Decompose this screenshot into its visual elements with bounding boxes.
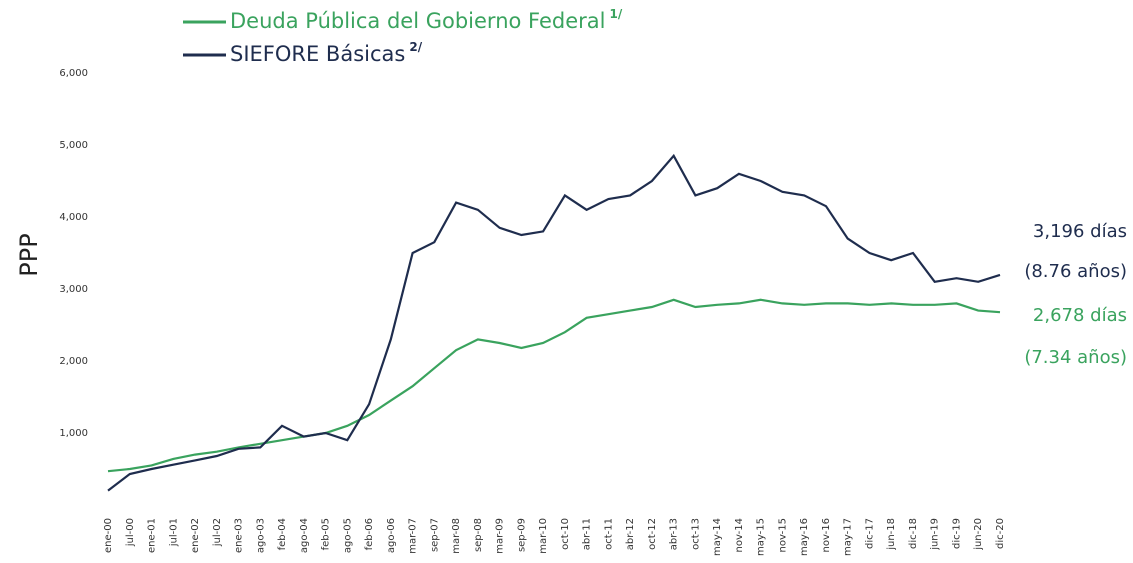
series-line (107, 153, 1001, 492)
x-tick-label: dic-20 (995, 518, 1006, 549)
x-tick-label: ene-00 (103, 518, 114, 553)
x-tick-label: abr-12 (625, 518, 636, 550)
legend-name: SIEFORE Básicas (230, 42, 405, 66)
x-tick-label: sep-09 (516, 518, 527, 552)
x-tick-label: sep-08 (473, 518, 484, 552)
y-tick-label: 6,000 (59, 68, 88, 79)
x-tick-label: mar-10 (538, 518, 549, 554)
x-tick-label: jul-02 (212, 518, 223, 547)
x-tick-label: may-14 (712, 518, 723, 556)
x-tick-label: ene-02 (190, 518, 201, 553)
x-tick-label: may-15 (756, 518, 767, 556)
x-tick-label: oct-10 (560, 518, 571, 550)
y-tick-label: 2,000 (59, 356, 88, 367)
x-tick-label: ago-06 (386, 518, 397, 553)
x-tick-label: feb-06 (364, 518, 375, 550)
x-tick-label: jul-00 (125, 518, 136, 547)
x-tick-label: ago-03 (255, 518, 266, 553)
x-tick-label: nov-16 (821, 518, 832, 552)
x-tick-label: oct-12 (647, 518, 658, 550)
x-tick-label: dic-17 (864, 518, 875, 549)
legend-name: Deuda Pública del Gobierno Federal (230, 9, 605, 33)
x-tick-label: oct-11 (603, 518, 614, 550)
series-line (107, 298, 1001, 473)
x-tick-label: jun-19 (930, 518, 941, 551)
x-tick-label: feb-05 (321, 518, 332, 550)
x-tick-label: feb-04 (277, 518, 288, 550)
legend-label: SIEFORE Básicas 2/ (230, 40, 423, 67)
x-tick-label: ene-01 (147, 518, 158, 553)
y-axis-label: PPP (15, 233, 43, 276)
x-tick-label: ene-03 (234, 518, 245, 553)
y-tick-label: 5,000 (59, 140, 88, 151)
annotation: (7.34 años) (1024, 347, 1127, 368)
x-tick-label: jun-20 (973, 518, 984, 551)
x-tick-label: ago-05 (342, 518, 353, 553)
y-tick-label: 4,000 (59, 212, 88, 223)
x-tick-label: may-17 (843, 518, 854, 556)
annotation: 2,678 días (1033, 305, 1127, 326)
x-tick-label: abr-11 (582, 518, 593, 550)
y-tick-label: 3,000 (59, 284, 88, 295)
x-tick-label: abr-13 (669, 518, 680, 550)
x-tick-label: mar-07 (408, 518, 419, 554)
x-tick-label: ago-04 (299, 518, 310, 553)
x-tick-label: dic-18 (908, 518, 919, 549)
x-tick-label: mar-08 (451, 518, 462, 554)
legend-note: 1/ (609, 7, 622, 21)
x-tick-label: nov-15 (777, 518, 788, 552)
x-tick-label: sep-07 (429, 518, 440, 552)
annotation: 3,196 días (1033, 221, 1127, 242)
legend-note: 2/ (409, 40, 422, 54)
x-tick-label: mar-09 (495, 518, 506, 554)
x-tick-label: jul-01 (168, 518, 179, 547)
x-tick-label: jun-18 (886, 518, 897, 551)
x-tick-label: dic-19 (951, 518, 962, 549)
annotation: (8.76 años) (1024, 261, 1127, 282)
x-tick-label: oct-13 (690, 518, 701, 550)
legend-label: Deuda Pública del Gobierno Federal 1/ (230, 7, 623, 34)
x-tick-label: nov-14 (734, 518, 745, 552)
x-tick-label: may-16 (799, 518, 810, 556)
y-tick-label: 1,000 (59, 428, 88, 439)
